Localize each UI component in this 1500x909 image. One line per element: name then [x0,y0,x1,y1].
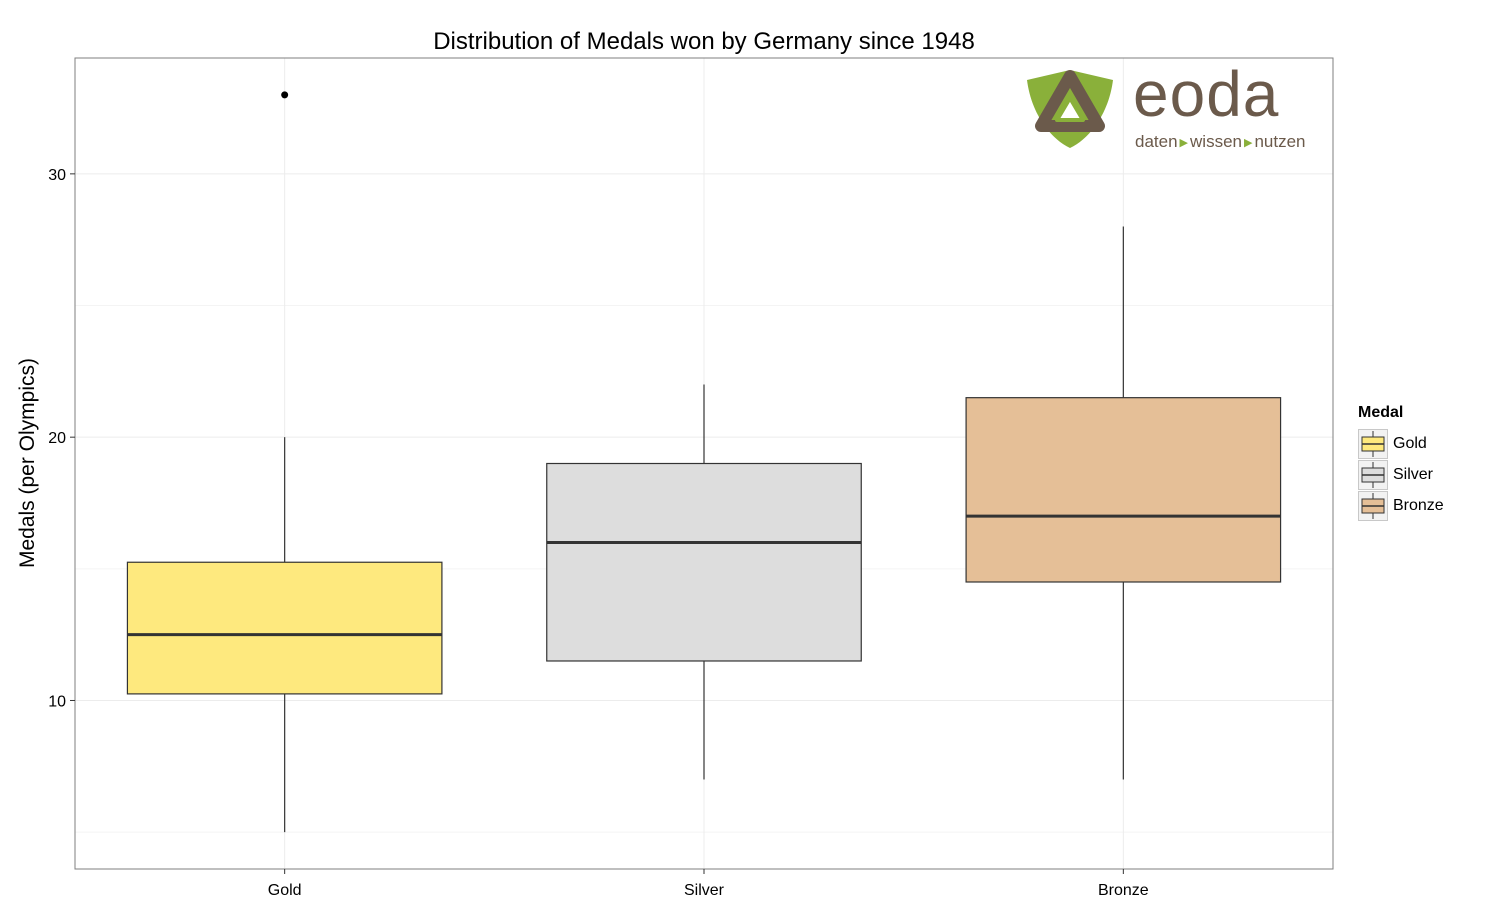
logo-tagline: daten ▶ wissen ▶ nutzen [1135,132,1306,152]
legend-key-gold [1358,428,1388,459]
legend-key-bronze [1358,490,1388,521]
tagline-arrow-icon: ▶ [1179,137,1189,149]
legend-key-silver [1358,459,1388,490]
eoda-logo: eoda daten ▶ wissen ▶ nutzen [1025,62,1330,154]
y-tick-label: 30 [48,167,66,184]
tagline-arrow-icon: ▶ [1243,137,1253,149]
box-gold [126,561,443,695]
legend: Medal Gold Silver [1358,404,1488,521]
box-silver [546,462,862,662]
x-tick-label-gold: Gold [268,882,302,899]
logo-wordmark: eoda [1133,58,1280,130]
box-bronze [965,397,1282,583]
legend-item-bronze: Bronze [1358,490,1488,521]
legend-title: Medal [1358,404,1404,421]
x-tick-label-silver: Silver [684,882,725,899]
legend-item-gold: Gold [1358,428,1488,459]
y-tick-label: 20 [48,430,66,447]
boxplot-key-icon [1361,430,1385,457]
tagline-word: wissen [1190,132,1242,151]
legend-label-silver: Silver [1393,465,1434,483]
legend-label-bronze: Bronze [1393,496,1444,514]
legend-item-silver: Silver [1358,459,1488,490]
y-tick-label: 10 [48,693,66,710]
eoda-logo-icon [1027,70,1113,148]
chart-title: Distribution of Medals won by Germany si… [433,28,975,55]
tagline-word: daten [1135,132,1178,151]
tagline-word: nutzen [1254,132,1306,151]
boxplot-key-icon [1361,492,1385,519]
legend-label-gold: Gold [1393,434,1427,452]
x-tick-label-bronze: Bronze [1098,882,1149,899]
boxplot-key-icon [1361,461,1385,488]
outlier-point-gold [281,91,289,99]
